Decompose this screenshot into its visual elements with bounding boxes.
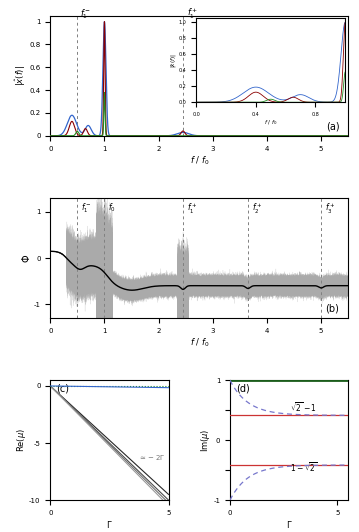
X-axis label: $\Gamma$: $\Gamma$ xyxy=(286,519,293,529)
Text: (a): (a) xyxy=(326,122,339,132)
Y-axis label: $\mathrm{Im}(\mu)$: $\mathrm{Im}(\mu)$ xyxy=(199,428,212,452)
Text: $\simeq -2\Gamma$: $\simeq -2\Gamma$ xyxy=(138,453,165,462)
Text: $1-\sqrt{2}$: $1-\sqrt{2}$ xyxy=(290,461,318,474)
Text: $f_0$: $f_0$ xyxy=(108,202,116,214)
Text: $f_1^+$: $f_1^+$ xyxy=(187,6,199,21)
Text: (c): (c) xyxy=(56,384,69,394)
Text: $f_1^-$: $f_1^-$ xyxy=(80,7,91,21)
Y-axis label: $\mathrm{Re}(\mu)$: $\mathrm{Re}(\mu)$ xyxy=(15,428,28,452)
Text: $f_3^+$: $f_3^+$ xyxy=(325,202,335,216)
Y-axis label: $\Phi$: $\Phi$ xyxy=(20,253,32,263)
Text: $f_2^+$: $f_2^+$ xyxy=(252,202,262,216)
Y-axis label: $|\hat{x}(f)|$: $|\hat{x}(f)|$ xyxy=(13,65,28,86)
Text: $f_1^+$: $f_1^+$ xyxy=(187,202,197,216)
X-axis label: $f\ /\ f_0$: $f\ /\ f_0$ xyxy=(190,336,209,349)
Text: (d): (d) xyxy=(236,384,250,394)
Text: $\sqrt{2}-1$: $\sqrt{2}-1$ xyxy=(290,400,317,414)
Text: (b): (b) xyxy=(325,304,339,314)
Text: $f_1^-$: $f_1^-$ xyxy=(81,202,92,215)
X-axis label: $f\ /\ f_0$: $f\ /\ f_0$ xyxy=(190,154,209,167)
X-axis label: $\Gamma$: $\Gamma$ xyxy=(106,519,113,529)
